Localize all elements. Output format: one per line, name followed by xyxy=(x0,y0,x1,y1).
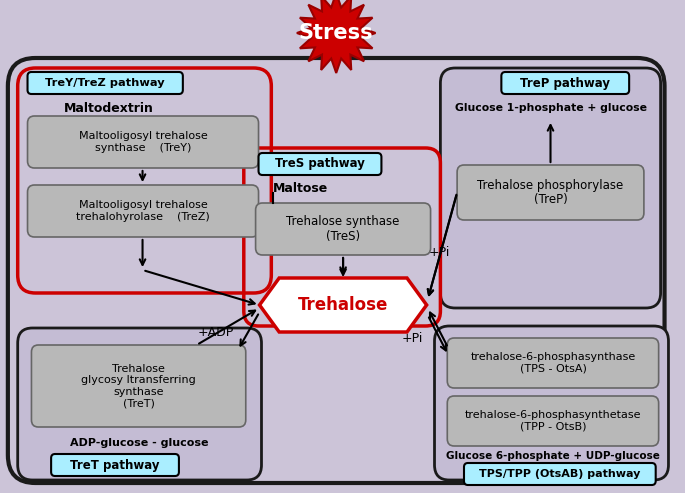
FancyBboxPatch shape xyxy=(258,153,382,175)
Text: TreY/TreZ pathway: TreY/TreZ pathway xyxy=(45,78,165,88)
FancyBboxPatch shape xyxy=(501,72,629,94)
Text: trehalose-6-phosphasynthase
(TPS - OtsA): trehalose-6-phosphasynthase (TPS - OtsA) xyxy=(471,352,636,374)
FancyBboxPatch shape xyxy=(27,72,183,94)
Text: Maltose: Maltose xyxy=(273,181,329,195)
FancyBboxPatch shape xyxy=(464,463,656,485)
FancyBboxPatch shape xyxy=(8,58,664,483)
Text: Trehalose: Trehalose xyxy=(298,296,388,314)
Text: +Pi: +Pi xyxy=(401,331,423,345)
FancyBboxPatch shape xyxy=(51,454,179,476)
Text: ADP-glucose - glucose: ADP-glucose - glucose xyxy=(71,438,209,448)
Text: Maltooligosyl trehalose
synthase    (TreY): Maltooligosyl trehalose synthase (TreY) xyxy=(79,131,208,153)
FancyBboxPatch shape xyxy=(434,326,669,480)
FancyBboxPatch shape xyxy=(256,203,431,255)
Text: Glucose 6-phosphate + UDP-glucose: Glucose 6-phosphate + UDP-glucose xyxy=(445,451,660,461)
Text: Maltodextrin: Maltodextrin xyxy=(64,102,153,114)
Text: TreT pathway: TreT pathway xyxy=(71,458,160,471)
Text: Stress: Stress xyxy=(299,23,373,43)
Text: Maltooligosyl trehalose
trehalohyrolase    (TreZ): Maltooligosyl trehalose trehalohyrolase … xyxy=(76,200,210,222)
Text: Trehalose synthase
(TreS): Trehalose synthase (TreS) xyxy=(286,215,400,243)
Text: TPS/TPP (OtsAB) pathway: TPS/TPP (OtsAB) pathway xyxy=(479,469,640,479)
FancyBboxPatch shape xyxy=(18,328,262,480)
Polygon shape xyxy=(297,0,375,73)
Text: trehalose-6-phosphasynthetase
(TPP - OtsB): trehalose-6-phosphasynthetase (TPP - Ots… xyxy=(464,410,641,432)
FancyBboxPatch shape xyxy=(447,338,659,388)
FancyBboxPatch shape xyxy=(440,68,660,308)
Text: +Pi: +Pi xyxy=(429,246,450,259)
Text: TreS pathway: TreS pathway xyxy=(275,157,365,171)
Text: Trehalose phosphorylase
(TreP): Trehalose phosphorylase (TreP) xyxy=(477,178,623,207)
FancyBboxPatch shape xyxy=(447,396,659,446)
FancyBboxPatch shape xyxy=(27,116,258,168)
Text: +ADP: +ADP xyxy=(198,326,234,340)
FancyBboxPatch shape xyxy=(457,165,644,220)
Text: TreP pathway: TreP pathway xyxy=(520,76,610,90)
FancyBboxPatch shape xyxy=(32,345,246,427)
FancyBboxPatch shape xyxy=(27,185,258,237)
Text: Glucose 1-phosphate + glucose: Glucose 1-phosphate + glucose xyxy=(455,103,647,113)
Polygon shape xyxy=(260,278,427,332)
Text: Trehalose
glycosy ltransferring
synthase
(TreT): Trehalose glycosy ltransferring synthase… xyxy=(82,364,196,408)
